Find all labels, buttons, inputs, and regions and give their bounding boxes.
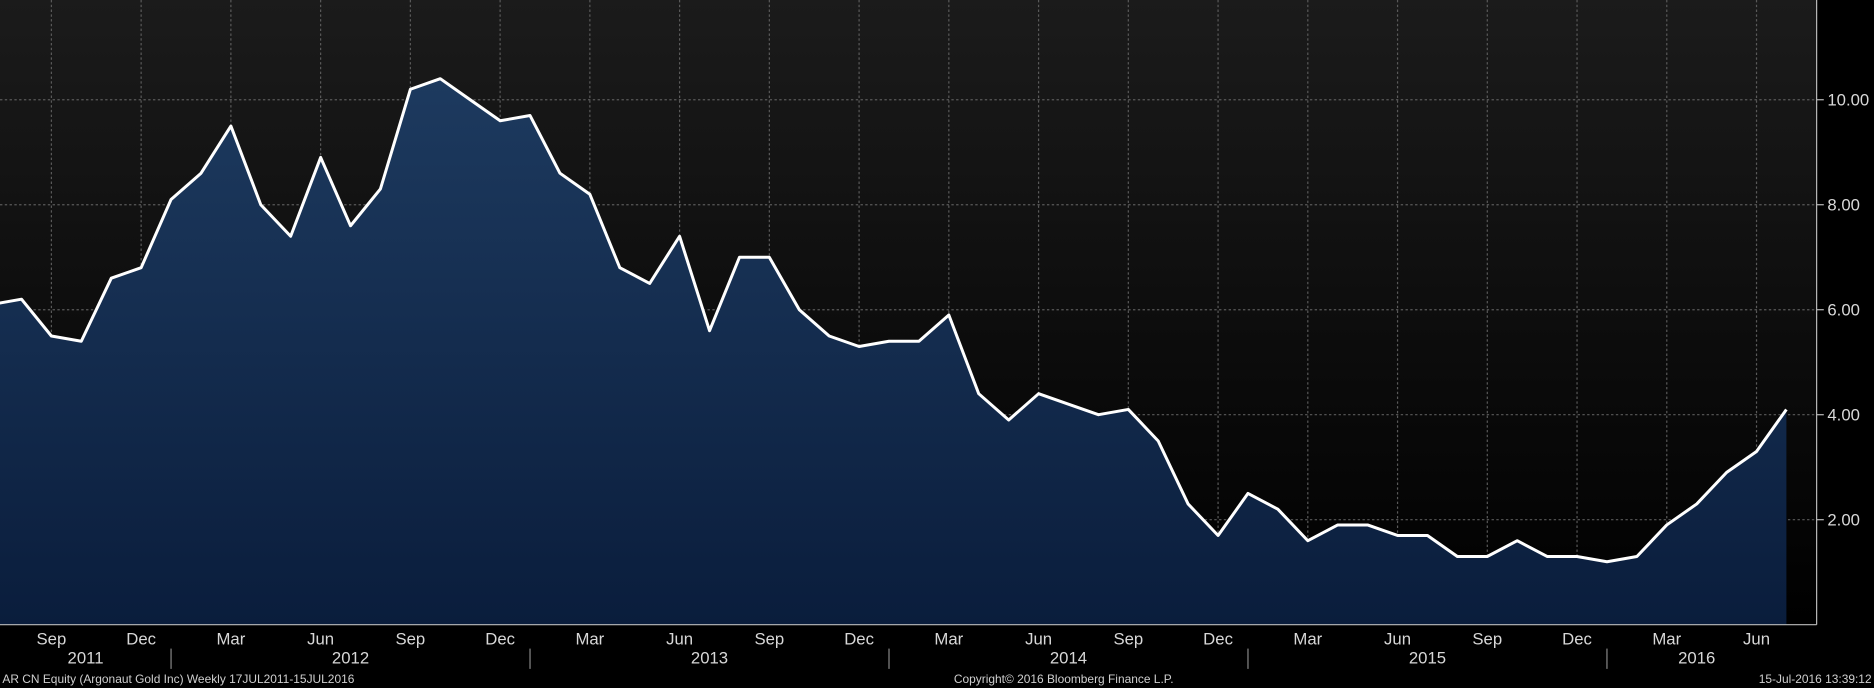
y-tick-label: 8.00 <box>1827 195 1860 214</box>
x-tick-label: Sep <box>1472 630 1502 649</box>
year-label: 2013 <box>691 649 728 668</box>
x-tick-label: Mar <box>216 630 245 649</box>
x-tick-label: Sep <box>37 630 67 649</box>
year-label: 2012 <box>332 649 369 668</box>
axis-background <box>0 624 1874 688</box>
footer-center: Copyright© 2016 Bloomberg Finance L.P. <box>954 672 1174 686</box>
price-line <box>0 77 1788 564</box>
x-tick-label: Dec <box>126 630 156 649</box>
x-tick-label: Dec <box>844 630 874 649</box>
x-tick-label: Dec <box>485 630 515 649</box>
year-label: 2014 <box>1050 649 1087 668</box>
plot <box>0 77 1788 625</box>
year-label: 2015 <box>1409 649 1446 668</box>
x-tick-label: Jun <box>1384 630 1411 649</box>
year-label: 2016 <box>1678 649 1715 668</box>
area-fill <box>0 78 1787 625</box>
year-label: 2011 <box>68 649 104 668</box>
x-tick-label: Jun <box>666 630 693 649</box>
x-tick-label: Dec <box>1203 630 1233 649</box>
x-tick-label: Jun <box>1025 630 1052 649</box>
x-tick-label: Jun <box>307 630 334 649</box>
x-tick-label: Sep <box>1113 630 1143 649</box>
y-tick-label: 6.00 <box>1827 300 1860 319</box>
x-tick-label: Mar <box>934 630 963 649</box>
y-tick-label: 2.00 <box>1827 510 1860 529</box>
x-tick-label: Dec <box>1562 630 1592 649</box>
axes: 2.00 4.00 6.00 8.00 10.00 Sep Dec Mar Jun Sep Dec M… <box>0 0 1869 669</box>
x-tick-label: Mar <box>575 630 604 649</box>
x-tick-label: Jun <box>1743 630 1770 649</box>
footer-left: AR CN Equity (Argonaut Gold Inc) Weekly … <box>2 672 354 686</box>
x-tick-label: Sep <box>754 630 784 649</box>
x-tick-label: Mar <box>1293 630 1322 649</box>
x-tick-label: Mar <box>1652 630 1681 649</box>
y-tick-label: 4.00 <box>1827 405 1860 424</box>
y-tick-label: 10.00 <box>1827 90 1869 109</box>
footer-right: 15-Jul-2016 13:39:12 <box>1759 672 1872 686</box>
x-tick-label: Sep <box>395 630 425 649</box>
